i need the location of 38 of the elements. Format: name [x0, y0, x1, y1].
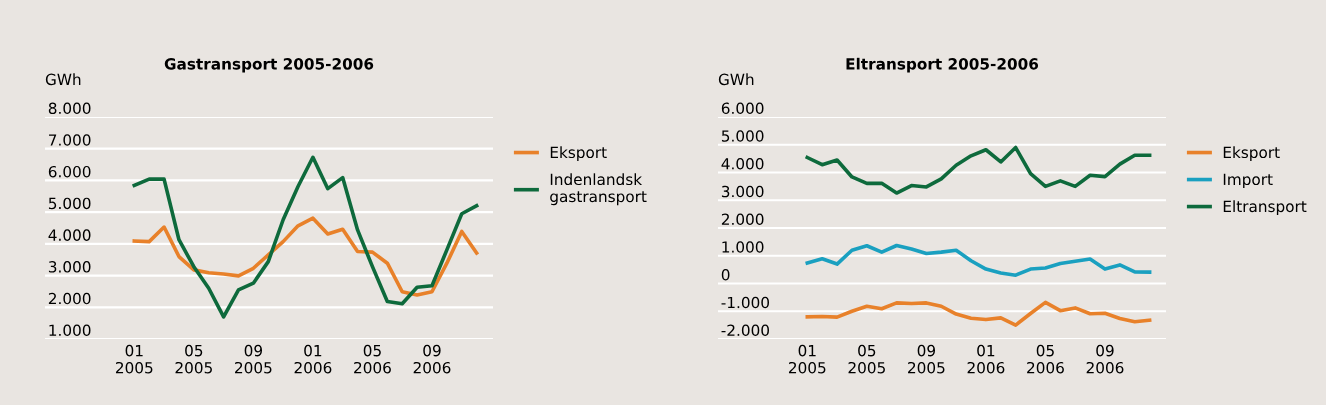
y-tick-label: 4.000: [48, 229, 91, 241]
y-tick-label: 0: [721, 268, 730, 281]
x-tick-label: 09 2006: [413, 344, 451, 374]
y-axis-title: GWh: [718, 73, 754, 86]
y-tick-label: 8.000: [48, 102, 91, 115]
y-tick-label: 5.000: [721, 130, 764, 142]
x-tick-label: 01 2006: [294, 344, 332, 374]
legend-label: Import: [1223, 173, 1273, 189]
y-tick-label: 1.000: [722, 241, 764, 253]
x-tick-label: 09 2005: [908, 344, 945, 374]
chart-title: Eltransport 2005-2006: [846, 57, 1039, 73]
x-tick-label: 09 2005: [235, 344, 272, 374]
x-tick-label: 05 2006: [354, 344, 391, 374]
y-tick-label: 5.000: [48, 197, 91, 210]
y-tick-label: -1.000: [721, 296, 770, 309]
legend-label: Eltransport: [1223, 200, 1307, 216]
legend-label: Eksport: [1223, 146, 1280, 162]
y-tick-label: 7.000: [49, 134, 91, 146]
y-axis-title: GWh: [45, 73, 81, 86]
x-tick-label: 05 2006: [1027, 344, 1064, 374]
y-tick-label: 6.000: [48, 165, 91, 178]
y-tick-label: 3.000: [721, 185, 764, 198]
y-tick-label: 6.000: [721, 102, 764, 115]
y-tick-label: 1.000: [49, 324, 91, 337]
y-tick-label: 3.000: [48, 261, 91, 273]
y-tick-label: -2.000: [721, 324, 770, 337]
x-tick-label: 09 2006: [1086, 344, 1124, 374]
y-tick-label: 2.000: [48, 292, 91, 305]
y-tick-label: 2.000: [721, 213, 764, 226]
legend-label: Eksport: [550, 146, 607, 162]
x-tick-label: 05 2005: [175, 344, 212, 374]
x-tick-label: 01 2006: [967, 344, 1005, 374]
x-tick-label: 01 2005: [788, 344, 826, 374]
legend-label: Indenlandsk gastransport: [550, 173, 647, 206]
x-tick-label: 01 2005: [115, 344, 153, 374]
y-tick-label: 4.000: [721, 157, 764, 170]
x-tick-label: 05 2005: [848, 344, 885, 374]
chart-title: Gastransport 2005-2006: [164, 58, 374, 73]
